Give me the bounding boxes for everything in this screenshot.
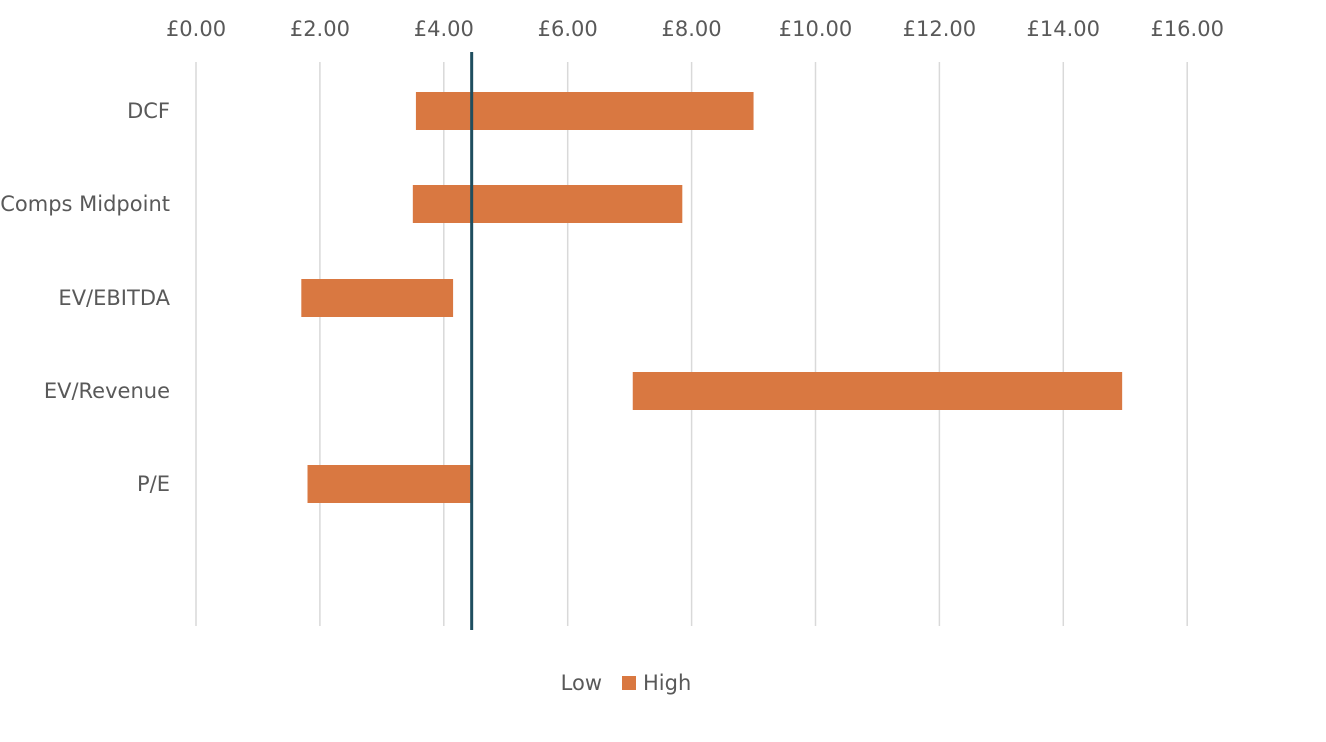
category-label: EV/EBITDA [58, 286, 170, 310]
legend-label-low: Low [561, 671, 602, 695]
category-label: Comps Midpoint [0, 192, 170, 216]
x-tick-label: £8.00 [662, 17, 722, 41]
legend: Low High [561, 671, 692, 695]
category-label: P/E [137, 472, 170, 496]
legend-label-high: High [643, 671, 691, 695]
bar-high [415, 92, 754, 130]
category-label: EV/Revenue [44, 379, 170, 403]
x-tick-label: £2.00 [290, 17, 350, 41]
bar-high [307, 465, 472, 503]
bar-high [632, 372, 1123, 410]
x-tick-label: £6.00 [538, 17, 598, 41]
x-tick-label: £0.00 [166, 17, 226, 41]
gridlines [195, 62, 1188, 626]
category-label: DCF [127, 99, 170, 123]
x-tick-label: £14.00 [1027, 17, 1100, 41]
x-tick-label: £10.00 [779, 17, 852, 41]
bars [196, 92, 1123, 503]
bar-low-offset [196, 279, 301, 317]
bar-high [412, 185, 683, 223]
bar-low-offset [196, 92, 416, 130]
bar-high [301, 279, 454, 317]
x-tick-label: £4.00 [414, 17, 474, 41]
x-tick-label: £12.00 [903, 17, 976, 41]
legend-swatch-high [622, 676, 636, 690]
bar-low-offset [196, 185, 413, 223]
category-labels: DCF Comps Midpoint EV/EBITDA EV/Revenue P/E [0, 99, 170, 496]
x-axis-ticks: £0.00 £2.00 £4.00 £6.00 £8.00 £10.00 £12.00 £14… [166, 17, 1224, 41]
bar-low-offset [196, 465, 308, 503]
x-tick-label: £16.00 [1150, 17, 1223, 41]
